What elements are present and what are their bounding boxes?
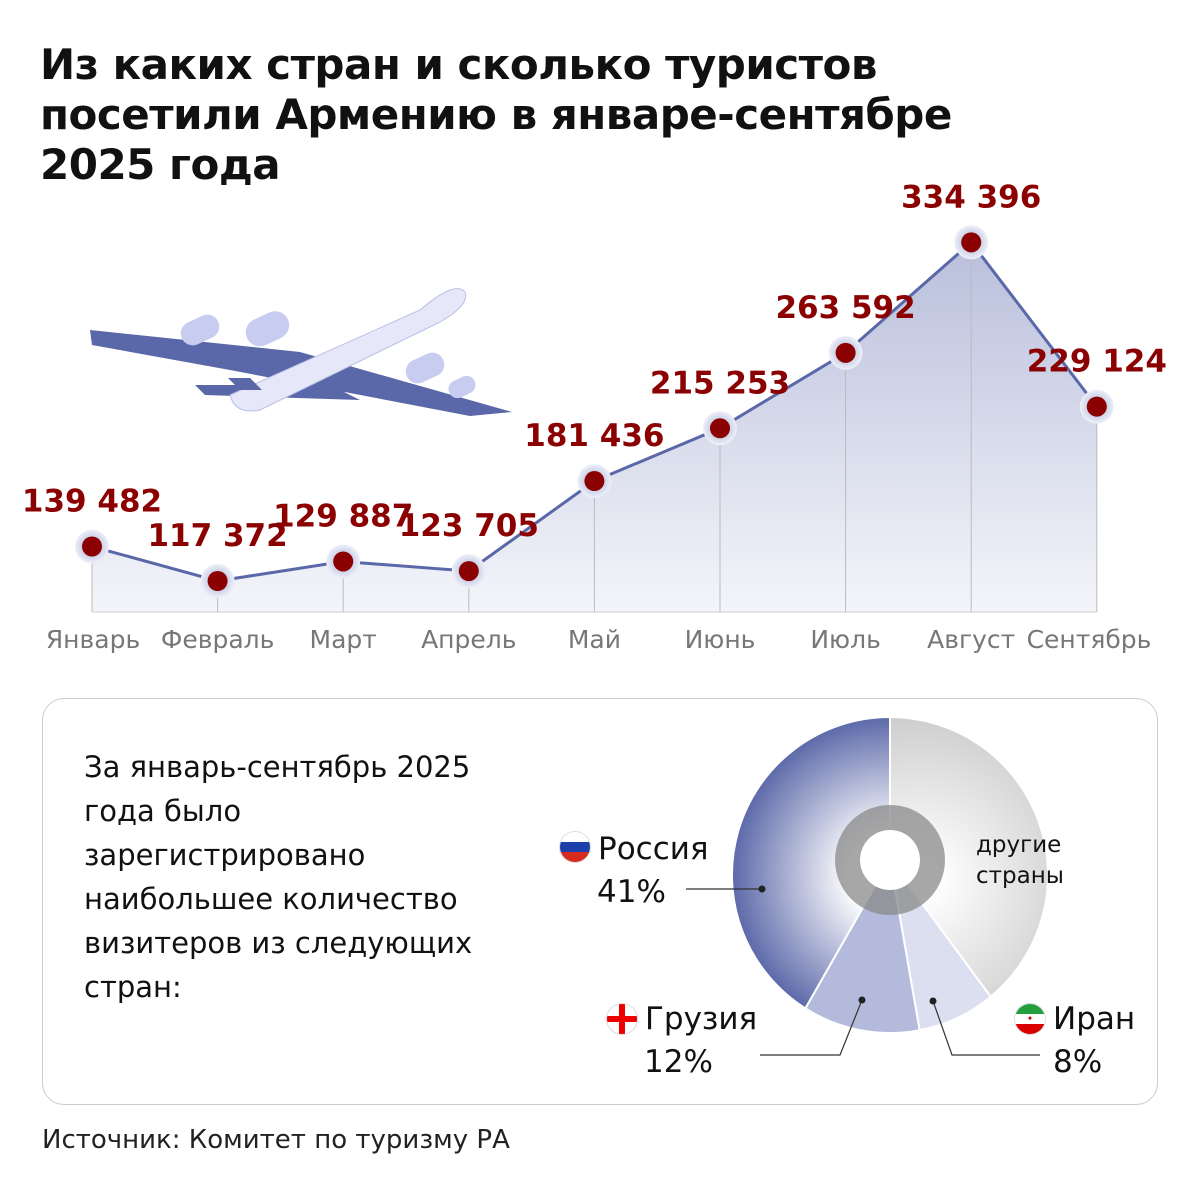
data-point: [584, 471, 605, 492]
data-point: [458, 561, 479, 582]
summary-text: За январь-сентябрь 2025 года было зареги…: [84, 750, 473, 1004]
value-label: 117 372: [147, 518, 287, 554]
data-point: [710, 418, 730, 439]
others-label: другие страны: [976, 832, 1064, 889]
month-label: Май: [568, 625, 621, 654]
value-label: 139 482: [22, 483, 162, 519]
value-label: 181 436: [524, 418, 664, 454]
month-label: Апрель: [421, 625, 516, 654]
georgia-leader-line: [760, 999, 863, 1056]
month-label: Январь: [46, 625, 140, 654]
iran-pct: 8%: [1053, 1044, 1103, 1080]
month-label: Март: [310, 625, 377, 654]
value-label: 123 705: [399, 508, 539, 544]
georgia-label: Грузия: [645, 1001, 758, 1037]
airplane-icon: [90, 288, 512, 416]
value-label: 229 124: [1027, 344, 1167, 380]
value-label: 215 253: [650, 365, 790, 401]
russia-flag-icon: [560, 832, 590, 862]
month-label: Февраль: [161, 625, 275, 654]
value-label: 334 396: [901, 179, 1041, 215]
iran-leader-line: [932, 1000, 1040, 1056]
russia-pct: 41%: [597, 874, 666, 910]
month-label: Июнь: [685, 625, 756, 654]
georgia-pct: 12%: [644, 1044, 713, 1080]
georgia-flag-icon: [607, 1004, 637, 1034]
slice-russia: [731, 715, 891, 1010]
data-point: [835, 342, 856, 363]
data-point: [1086, 396, 1107, 417]
data-point: [961, 232, 982, 253]
summary-panel: [42, 698, 1158, 1105]
month-label: Сентябрь: [1027, 625, 1152, 654]
russia-label: Россия: [598, 831, 709, 867]
value-label: 129 887: [273, 498, 413, 534]
slice-others: [889, 715, 1049, 999]
source-note: Источник: Комитет по туризму РА: [42, 1125, 510, 1155]
donut-hole: [860, 830, 920, 890]
iran-label: Иран: [1053, 1001, 1136, 1037]
data-point: [333, 551, 354, 572]
value-label: 263 592: [775, 290, 915, 326]
month-label: Август: [927, 625, 1015, 654]
page-title: Из каких стран и сколько туристов посети…: [40, 40, 952, 189]
month-label: Июль: [810, 625, 880, 654]
data-point: [207, 570, 228, 591]
data-point: [82, 536, 102, 557]
iran-flag-icon: ✦: [1015, 1004, 1045, 1034]
